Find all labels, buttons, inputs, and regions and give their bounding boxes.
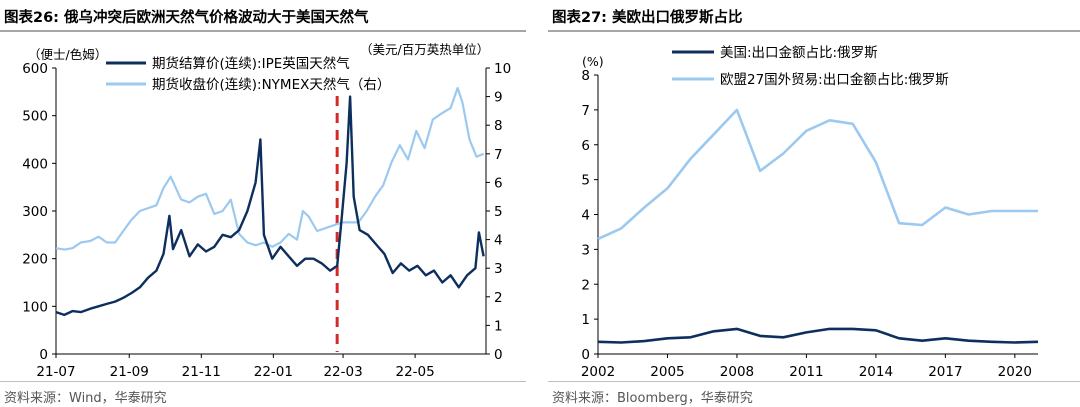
x-tick-label: 22-03 [323, 364, 362, 379]
x-tick-label: 21-07 [36, 364, 75, 379]
y-tick-label: 5 [581, 173, 590, 189]
left-chart-title: 图表26: 俄乌冲突后欧洲天然气价格波动大于美国天然气 [4, 10, 369, 26]
y-tick-label: 2 [581, 277, 590, 293]
y-tick-label: 6 [581, 138, 590, 154]
right-y-tick-label: 2 [494, 290, 503, 306]
y-tick-label: 1 [581, 312, 590, 328]
x-tick-label: 2014 [859, 364, 893, 379]
x-tick-label: 2011 [789, 364, 823, 379]
right-y-tick-label: 10 [494, 61, 511, 77]
left-source-rule [0, 381, 526, 382]
right-y-tick-label: 7 [494, 147, 503, 163]
y-tick-label: 7 [581, 103, 590, 119]
x-tick-label: 21-11 [182, 364, 221, 379]
legend-label-eu27: 欧盟27国外贸易:出口金额占比:俄罗斯 [720, 72, 949, 88]
x-tick-label: 22-01 [254, 364, 293, 379]
legend-label-nymex: 期货收盘价(连续):NYMEX天然气（右） [152, 76, 390, 93]
right-y-tick-label: 0 [494, 347, 503, 363]
left-y-tick-label: 500 [22, 109, 48, 125]
left-y-tick-label: 0 [39, 347, 48, 363]
x-tick-label: 2002 [581, 364, 615, 379]
left-chart-panel: 图表26: 俄乌冲突后欧洲天然气价格波动大于美国天然气 （便士/色姆） （美元/… [0, 0, 526, 407]
right-y-tick-label: 4 [494, 233, 503, 249]
x-tick-label: 2005 [650, 364, 684, 379]
right-chart-title: 图表27: 美欧出口俄罗斯占比 [552, 10, 743, 26]
right-y-unit-label: （美元/百万英热单位） [360, 42, 489, 57]
left-y-tick-label: 200 [22, 252, 48, 268]
left-y-tick-label: 100 [22, 299, 48, 315]
series-line-ipe [55, 95, 485, 317]
left-y-tick-label: 300 [22, 204, 48, 220]
x-tick-label: 2008 [720, 364, 754, 379]
right-line-chart: (%) 0 1 2 3 4 5 6 7 8 2002 2005 2008 2011 2014 2017 202… [581, 45, 1039, 379]
y-tick-label: 4 [581, 208, 590, 224]
left-source-note: 资料来源：Wind，华泰研究 [4, 391, 167, 406]
x-tick-label: 2017 [928, 364, 962, 379]
y-tick-label: 3 [581, 242, 590, 258]
legend-label-ipe: 期货结算价(连续):IPE英国天然气 [152, 55, 350, 72]
x-tick-label: 2020 [998, 364, 1032, 379]
left-y-tick-label: 600 [22, 61, 48, 77]
y-tick-label: 8 [581, 68, 590, 84]
right-y-tick-label: 6 [494, 175, 503, 191]
series-line-nymex [55, 86, 485, 251]
series-line-eu27 [597, 108, 1038, 241]
right-title-rule [548, 30, 1080, 32]
series-line-us [597, 327, 1039, 344]
right-chart-panel: 图表27: 美欧出口俄罗斯占比 (%) 0 1 2 3 4 5 6 7 8 2002 2005 200… [548, 0, 1080, 407]
legend-label-us: 美国:出口金额占比:俄罗斯 [720, 45, 878, 61]
y-tick-label: 0 [581, 347, 590, 363]
y-unit-label: (%) [582, 54, 604, 69]
left-title-rule [0, 30, 526, 32]
right-source-note: 资料来源：Bloomberg，华泰研究 [552, 391, 753, 406]
right-y-tick-label: 5 [494, 204, 503, 220]
left-line-chart: （便士/色姆） （美元/百万英热单位） 0 100 200 300 400 500 600 0… [22, 42, 511, 379]
left-y-tick-label: 400 [22, 156, 48, 172]
right-y-tick-label: 9 [494, 90, 503, 106]
left-y-unit-label: （便士/色姆） [28, 47, 107, 62]
right-source-rule [548, 381, 1080, 382]
right-y-tick-label: 8 [494, 118, 503, 134]
right-y-tick-label: 1 [494, 318, 503, 334]
right-y-tick-label: 3 [494, 261, 503, 277]
x-tick-label: 21-09 [110, 364, 149, 379]
x-tick-label: 22-05 [396, 364, 435, 379]
